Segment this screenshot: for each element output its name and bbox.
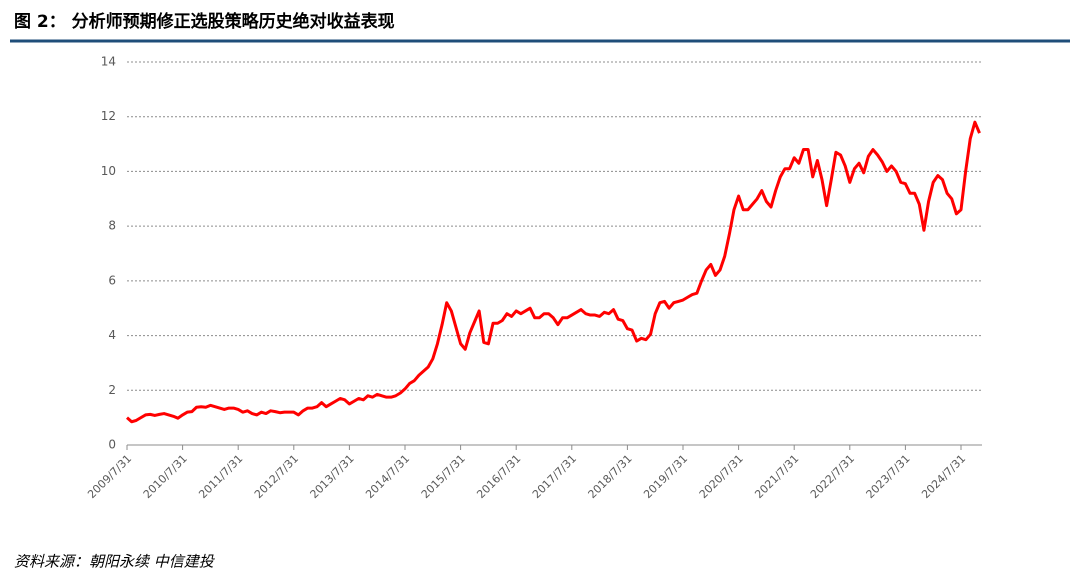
source-note: 资料来源：朝阳永续 中信建投 — [14, 553, 216, 571]
y-tick-label: 8 — [108, 219, 116, 233]
y-tick-label: 2 — [108, 383, 116, 397]
x-tick-label: 2009/7/31 — [85, 452, 134, 501]
y-tick-label: 0 — [108, 438, 116, 452]
x-tick-label: 2010/7/31 — [141, 452, 190, 501]
x-tick-label: 2020/7/31 — [697, 452, 746, 501]
x-tick-label: 2014/7/31 — [363, 452, 412, 501]
y-tick-label: 12 — [101, 109, 116, 123]
x-tick-label: 2024/7/31 — [919, 452, 968, 501]
x-tick-label: 2012/7/31 — [252, 452, 301, 501]
x-tick-label: 2018/7/31 — [586, 452, 635, 501]
x-tick-label: 2019/7/31 — [641, 452, 690, 501]
chart-title: 图 2： 分析师预期修正选股策略历史绝对收益表现 — [14, 11, 395, 32]
line-series — [126, 120, 981, 424]
x-tick-label: 2013/7/31 — [308, 452, 357, 501]
x-tick-label: 2021/7/31 — [752, 452, 801, 501]
x-tick-label: 2023/7/31 — [864, 452, 913, 501]
y-tick-label: 6 — [108, 273, 116, 287]
x-tick-label: 2011/7/31 — [196, 452, 245, 501]
x-tick-label: 2022/7/31 — [808, 452, 857, 501]
x-tick-label: 2017/7/31 — [530, 452, 579, 501]
y-tick-label: 10 — [101, 164, 116, 178]
y-tick-label: 4 — [108, 328, 116, 342]
x-tick-label: 2015/7/31 — [419, 452, 468, 501]
y-tick-label: 14 — [101, 55, 116, 69]
x-tick-label: 2016/7/31 — [474, 452, 523, 501]
